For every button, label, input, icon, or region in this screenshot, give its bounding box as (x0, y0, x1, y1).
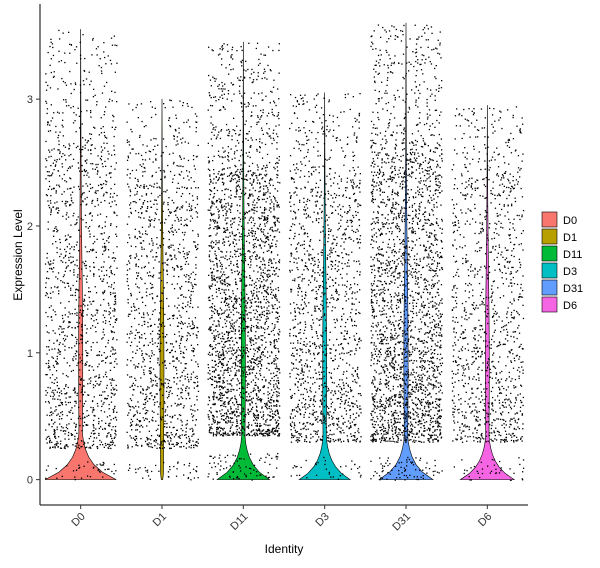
legend-label-D3: D3 (563, 266, 577, 278)
plot-panel (44, 22, 525, 481)
x-tick-label: D0 (69, 511, 87, 529)
legend-key-D31 (541, 279, 558, 296)
legend-label-D11: D11 (563, 249, 582, 261)
legend-key-D1 (541, 228, 558, 245)
legend-key-D0 (541, 211, 558, 228)
x-tick-label: D6 (476, 511, 494, 529)
x-tick-label: D3 (313, 511, 331, 529)
x-tick-label: D31 (390, 511, 413, 534)
y-tick-label: 3 (27, 94, 33, 106)
violin-D6 (459, 105, 516, 480)
violin-D0 (44, 29, 117, 480)
violin-D31 (378, 22, 434, 480)
x-tick-label: D1 (151, 511, 169, 529)
legend-label-D6: D6 (563, 300, 577, 312)
points-D11 (207, 42, 281, 481)
y-tick-label: 1 (27, 348, 33, 360)
legend-label-D0: D0 (563, 215, 577, 227)
x-axis-title: Identity (265, 542, 304, 556)
points-D1 (126, 99, 200, 481)
points-D0 (44, 29, 118, 481)
y-axis-ticks: 0 1 2 3 (27, 94, 40, 487)
legend: D0 D1 D11 D3 D31 D6 (541, 211, 583, 313)
y-tick-label: 0 (27, 475, 33, 487)
legend-label-D31: D31 (563, 283, 583, 295)
y-tick-label: 2 (27, 221, 33, 233)
x-tick-label: D11 (228, 511, 250, 533)
legend-key-D3 (541, 262, 558, 279)
points-D6 (451, 106, 525, 481)
legend-label-D1: D1 (563, 232, 577, 244)
points-D31 (370, 24, 444, 481)
y-axis-title: Expression Level (11, 209, 25, 300)
points-D3 (288, 93, 362, 480)
legend-key-D11 (541, 245, 558, 262)
violin-D3 (298, 92, 352, 480)
x-axis-ticks: D0 D1 D11 D3 D31 D6 (69, 505, 494, 533)
legend-key-D6 (541, 296, 558, 313)
